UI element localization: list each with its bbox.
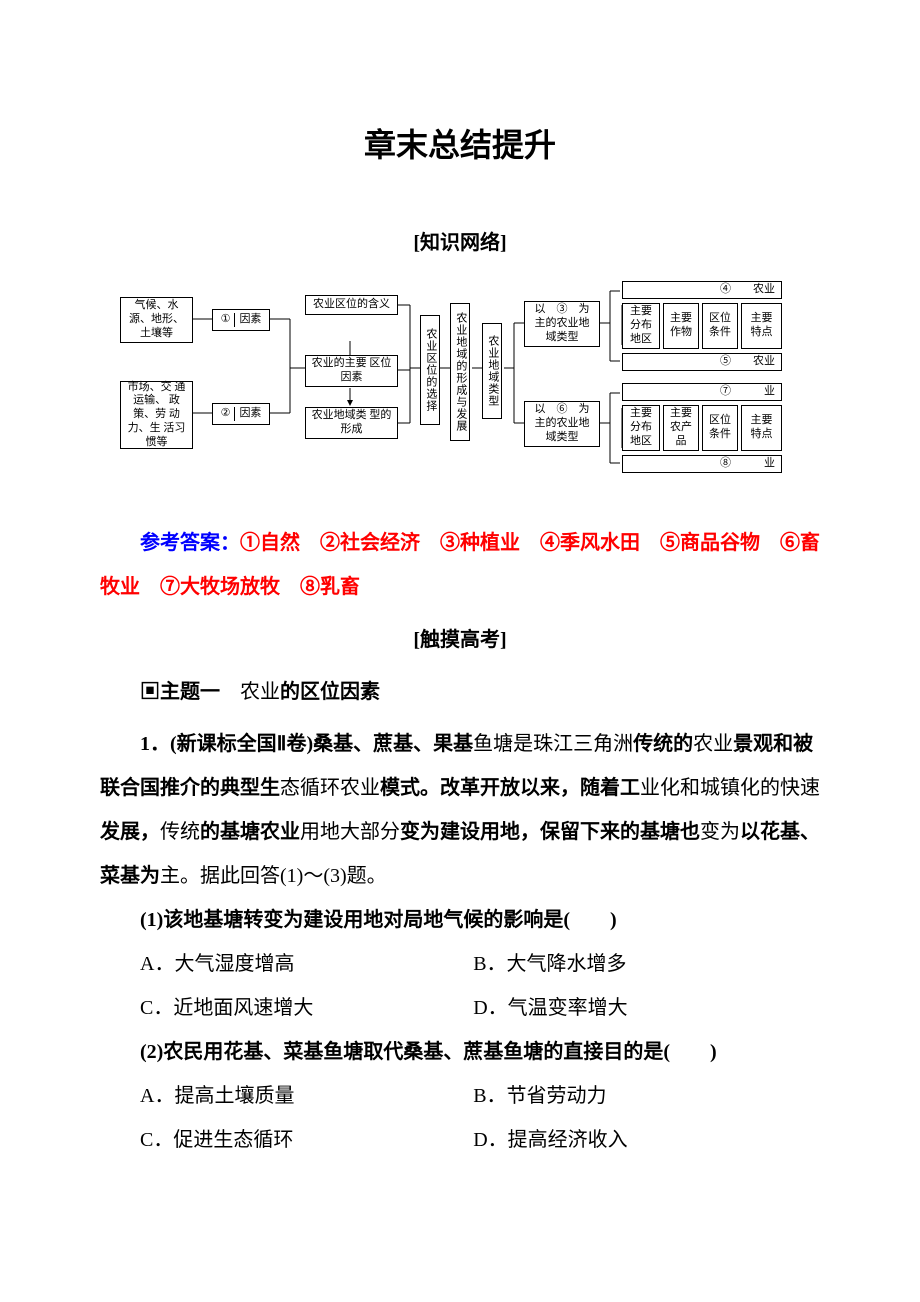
theme-text-b: 的区位因素 — [280, 681, 380, 703]
q1-c: 农业 — [693, 733, 733, 755]
page: 章末总结提升 [知识网络] — [0, 0, 920, 1302]
box-right-up: 以 ③ 为 主的农业地 域类型 — [524, 301, 600, 347]
small-a-0: 主要 分布 地区 — [622, 303, 660, 349]
box-r5: ⑤ 农业 — [622, 353, 782, 371]
box-left-top: 气候、水 源、地形、 土壤等 — [120, 297, 193, 343]
box-mid-mid: 农业的主要 区位因素 — [305, 355, 398, 387]
sub-q2-options: A．提高土壤质量 B．节省劳动力 C．促进生态循环 D．提高经济收入 — [100, 1074, 820, 1162]
small-a-2: 区位 条件 — [702, 303, 738, 349]
reference-answers: 参考答案：①自然 ②社会经济 ③种植业 ④季风水田 ⑤商品谷物 ⑥畜牧业 ⑦大牧… — [100, 521, 820, 609]
q1-intro: 1．(新课标全国Ⅱ卷)桑基、蔗基、果基鱼塘是珠江三角洲传统的农业景观和被联合国推… — [100, 722, 820, 898]
q1-a: 鱼塘是珠江三角洲 — [473, 733, 633, 755]
small-b-0: 主要 分布 地区 — [622, 405, 660, 451]
box-r4: ④ 农业 — [622, 281, 782, 299]
opt-1A: A．大气湿度增高 — [140, 942, 473, 986]
small-a-1: 主要 作物 — [663, 303, 699, 349]
sub-q1: (1)该地基塘转变为建设用地对局地气候的影响是( ) — [100, 898, 820, 942]
box-vert3: 农业地域类型 — [482, 323, 502, 419]
q1-e: 态循环农业 — [280, 777, 380, 799]
box-num2: ② 因素 — [212, 403, 270, 425]
num1: ① — [221, 313, 231, 327]
q1-o: 主。据此回答(1)～(3) — [160, 865, 347, 887]
sub-q2: (2)农民用花基、菜基鱼塘取代桑基、蔗基鱼塘的直接目的是( ) — [100, 1030, 820, 1074]
box-r8: ⑧ 业 — [622, 455, 782, 473]
q1-k: 用地大部分 — [300, 821, 400, 843]
box-num1: ① 因素 — [212, 309, 270, 331]
page-title: 章末总结提升 — [100, 120, 820, 166]
theme-marker: ▣主题一 — [140, 681, 220, 703]
q1-j: 的基塘农业 — [200, 821, 300, 843]
opt-2D: D．提高经济收入 — [473, 1118, 806, 1162]
sub-q1-options: A．大气湿度增高 B．大气降水增多 C．近地面风速增大 D．气温变率增大 — [100, 942, 820, 1030]
opt-1C: C．近地面风速增大 — [140, 986, 473, 1030]
box-r7: ⑦ 业 — [622, 383, 782, 401]
section-header-network: [知识网络] — [100, 226, 820, 255]
q1-i: 传统 — [160, 821, 200, 843]
box-vert1: 农业区位的选择 — [420, 315, 440, 425]
section-header-exam: [触摸高考] — [100, 623, 820, 652]
num1-suffix: 因素 — [234, 313, 261, 327]
box-mid-bottom: 农业地域类 型的形成 — [305, 407, 398, 439]
theme-text-a: 农业 — [240, 681, 280, 703]
box-right-down: 以 ⑥ 为 主的农业地 域类型 — [524, 401, 600, 447]
box-left-bottom: 市场、交 通运输、 政策、劳 动力、生 活习惯等 — [120, 381, 193, 449]
q1-b: 传统的 — [633, 733, 693, 755]
small-b-3: 主要 特点 — [741, 405, 782, 451]
q1-f: 模式。改革开放以来，随着工 — [380, 777, 640, 799]
q1-l: 变为建设用地，保留下来的基塘也 — [400, 821, 700, 843]
small-b-1: 主要 农产 品 — [663, 405, 699, 451]
num2: ② — [221, 407, 231, 421]
box-vert2: 农业地域的形成与发展 — [450, 303, 470, 441]
box-mid-top: 农业区位的含义 — [305, 295, 398, 315]
opt-2C: C．促进生态循环 — [140, 1118, 473, 1162]
q1-h: 发展， — [100, 821, 160, 843]
opt-1B: B．大气降水增多 — [473, 942, 806, 986]
q1-tail: 题。 — [347, 865, 387, 887]
theme-line: ▣主题一 农业的区位因素 — [100, 670, 820, 714]
opt-2A: A．提高土壤质量 — [140, 1074, 473, 1118]
small-b-2: 区位 条件 — [702, 405, 738, 451]
answers-label: 参考答案： — [140, 532, 240, 554]
q1-g: 业化和城镇化的快速 — [640, 777, 820, 799]
knowledge-diagram: 气候、水 源、地形、 土壤等 市场、交 通运输、 政策、劳 动力、生 活习惯等 … — [120, 273, 800, 493]
num2-suffix: 因素 — [234, 407, 261, 421]
q1-m: 变为 — [700, 821, 740, 843]
small-a-3: 主要 特点 — [741, 303, 782, 349]
opt-2B: B．节省劳动力 — [473, 1074, 806, 1118]
q1-label: 1．(新课标全国Ⅱ卷)桑基、蔗基、果基 — [140, 733, 473, 755]
opt-1D: D．气温变率增大 — [473, 986, 806, 1030]
